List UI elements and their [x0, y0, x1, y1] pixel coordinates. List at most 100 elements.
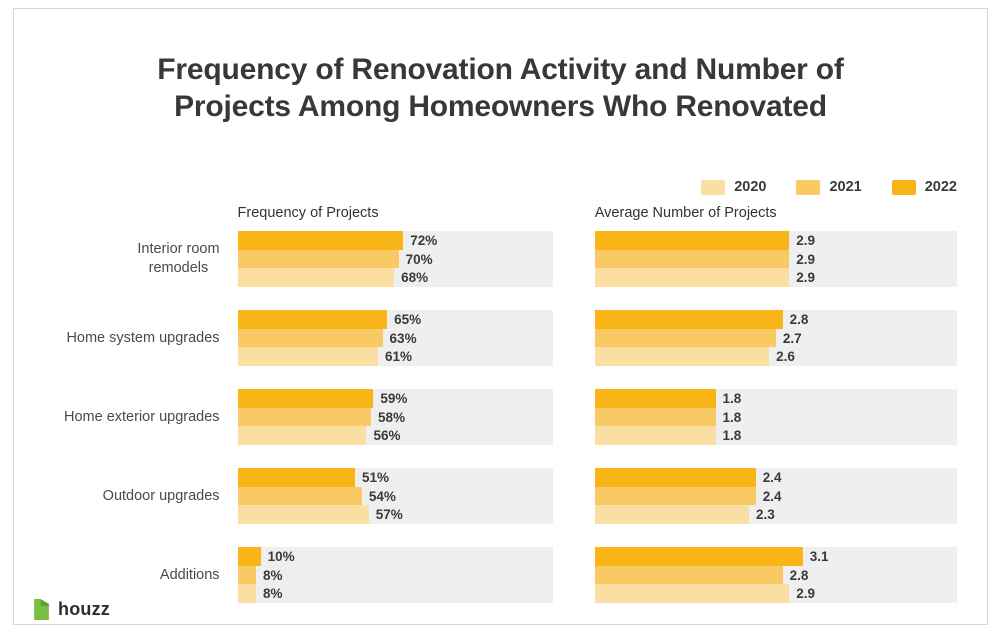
bar-2020	[237, 426, 367, 446]
bar-value-2021: 8%	[262, 567, 283, 583]
bar-row-2021: 8%	[237, 565, 553, 585]
bar-value-2022: 3.1	[809, 548, 829, 564]
bar-row-2020: 68%	[237, 268, 553, 288]
bar-value-2021: 63%	[389, 330, 417, 346]
category-cell: Interior room remodels	[14, 231, 238, 287]
houzz-logo-text: houzz	[58, 599, 110, 619]
bar-2022	[237, 547, 261, 566]
left-bar-track: 10% 8% 8%	[237, 547, 553, 604]
header-gap	[553, 205, 595, 231]
average-chart-header: Average Number of Projects	[594, 205, 777, 221]
category-group: Home system upgrades 65% 63% 61% 2.8 2.7 2.6	[14, 310, 957, 367]
bar-row-2021: 1.8	[594, 407, 957, 427]
legend-item-2022: 2022	[891, 179, 957, 195]
bar-row-2022: 10%	[237, 547, 553, 566]
houzz-icon	[34, 599, 49, 620]
right-bar-track: 2.4 2.4 2.3	[594, 468, 957, 525]
bar-row-2022: 2.4	[594, 468, 957, 487]
category-label: Home system upgrades	[66, 329, 220, 346]
bar-value-2020: 2.9	[796, 270, 816, 286]
bar-value-2020: 68%	[401, 270, 429, 286]
legend-item-2021: 2021	[796, 179, 862, 195]
right-bar-track: 1.8 1.8 1.8	[594, 389, 957, 446]
legend-label-2021: 2021	[829, 179, 862, 195]
legend-item-2020: 2020	[701, 179, 766, 195]
bar-row-2021: 70%	[237, 249, 553, 269]
subchart-headers: Frequency of Projects Average Number of …	[14, 205, 957, 231]
bar-value-2021: 2.4	[762, 488, 782, 504]
bar-2022	[237, 310, 388, 329]
bar-row-2021: 2.4	[594, 486, 957, 506]
bar-2021	[594, 486, 756, 506]
bar-2020	[594, 505, 750, 525]
track-gap	[553, 389, 595, 445]
bar-2020	[237, 584, 256, 604]
bar-2020	[594, 584, 790, 604]
bar-value-2021: 2.7	[782, 330, 802, 346]
bar-2022	[594, 231, 790, 250]
right-bar-track: 2.9 2.9 2.9	[594, 231, 957, 288]
bar-2021	[594, 565, 783, 585]
track-gap	[553, 310, 595, 366]
bar-2022	[594, 468, 756, 487]
bar-value-2020: 2.6	[776, 349, 795, 365]
bar-2021	[237, 328, 383, 348]
category-cell: Additions	[14, 547, 238, 603]
category-label: Outdoor upgrades	[102, 487, 220, 504]
bar-row-2020: 2.6	[594, 347, 957, 367]
bar-row-2020: 2.9	[594, 584, 957, 604]
category-cell: Home exterior upgrades	[14, 389, 238, 445]
bar-value-2020: 1.8	[722, 428, 742, 444]
legend-swatch-2021	[796, 179, 821, 195]
bar-2021	[237, 407, 372, 427]
bar-value-2021: 2.9	[796, 251, 816, 267]
bar-value-2020: 2.9	[796, 586, 816, 602]
chart-title: Frequency of Renovation Activity and Num…	[14, 51, 987, 125]
legend-swatch-2022	[891, 179, 916, 195]
bar-row-2020: 56%	[237, 426, 553, 446]
bar-row-2020: 2.9	[594, 268, 957, 288]
category-label: Interior room remodels	[137, 241, 220, 276]
chart-title-line1: Frequency of Renovation Activity and Num…	[157, 53, 844, 86]
bar-value-2022: 2.4	[762, 469, 782, 485]
bar-2021	[594, 407, 716, 427]
header-spacer	[14, 205, 238, 231]
bar-value-2020: 61%	[384, 349, 412, 365]
category-group: Interior room remodels 72% 70% 68% 2.9 2.9 2.9	[14, 231, 957, 288]
bar-row-2022: 1.8	[594, 389, 957, 408]
bar-value-2022: 2.9	[796, 232, 816, 248]
bar-2022	[237, 231, 404, 250]
bar-value-2021: 54%	[368, 488, 396, 504]
bar-value-2020: 2.3	[756, 507, 775, 523]
bar-value-2020: 56%	[373, 428, 401, 444]
bar-2021	[237, 249, 399, 269]
left-bar-track: 59% 58% 56%	[237, 389, 553, 446]
bar-2020	[594, 426, 716, 446]
bar-2021	[594, 249, 790, 269]
bar-value-2022: 59%	[380, 390, 408, 406]
bar-2020	[237, 505, 369, 525]
chart-title-line2: Projects Among Homeowners Who Renovated	[174, 90, 827, 123]
category-cell: Home system upgrades	[14, 310, 238, 366]
bar-2022	[594, 547, 803, 566]
bar-row-2022: 72%	[237, 231, 553, 250]
bar-row-2022: 3.1	[594, 547, 957, 566]
category-group: Outdoor upgrades 51% 54% 57% 2.4 2.4 2.3	[14, 468, 957, 525]
bar-row-2020: 2.3	[594, 505, 957, 525]
bar-value-2022: 65%	[394, 311, 422, 327]
chart-card: Frequency of Renovation Activity and Num…	[13, 8, 988, 625]
frequency-chart-header: Frequency of Projects	[237, 205, 379, 221]
bar-row-2021: 54%	[237, 486, 553, 506]
chart-groups: Interior room remodels 72% 70% 68% 2.9 2.9 2.9…	[14, 231, 957, 604]
right-bar-track: 2.8 2.7 2.6	[594, 310, 957, 367]
bar-value-2021: 58%	[378, 409, 406, 425]
bar-row-2021: 58%	[237, 407, 553, 427]
bar-2022	[237, 468, 355, 487]
left-bar-track: 65% 63% 61%	[237, 310, 553, 367]
bar-value-2022: 72%	[410, 232, 438, 248]
bar-row-2022: 65%	[237, 310, 553, 329]
bar-value-2022: 1.8	[722, 390, 742, 406]
bar-2021	[237, 565, 256, 585]
bar-row-2021: 63%	[237, 328, 553, 348]
track-gap	[553, 547, 595, 603]
